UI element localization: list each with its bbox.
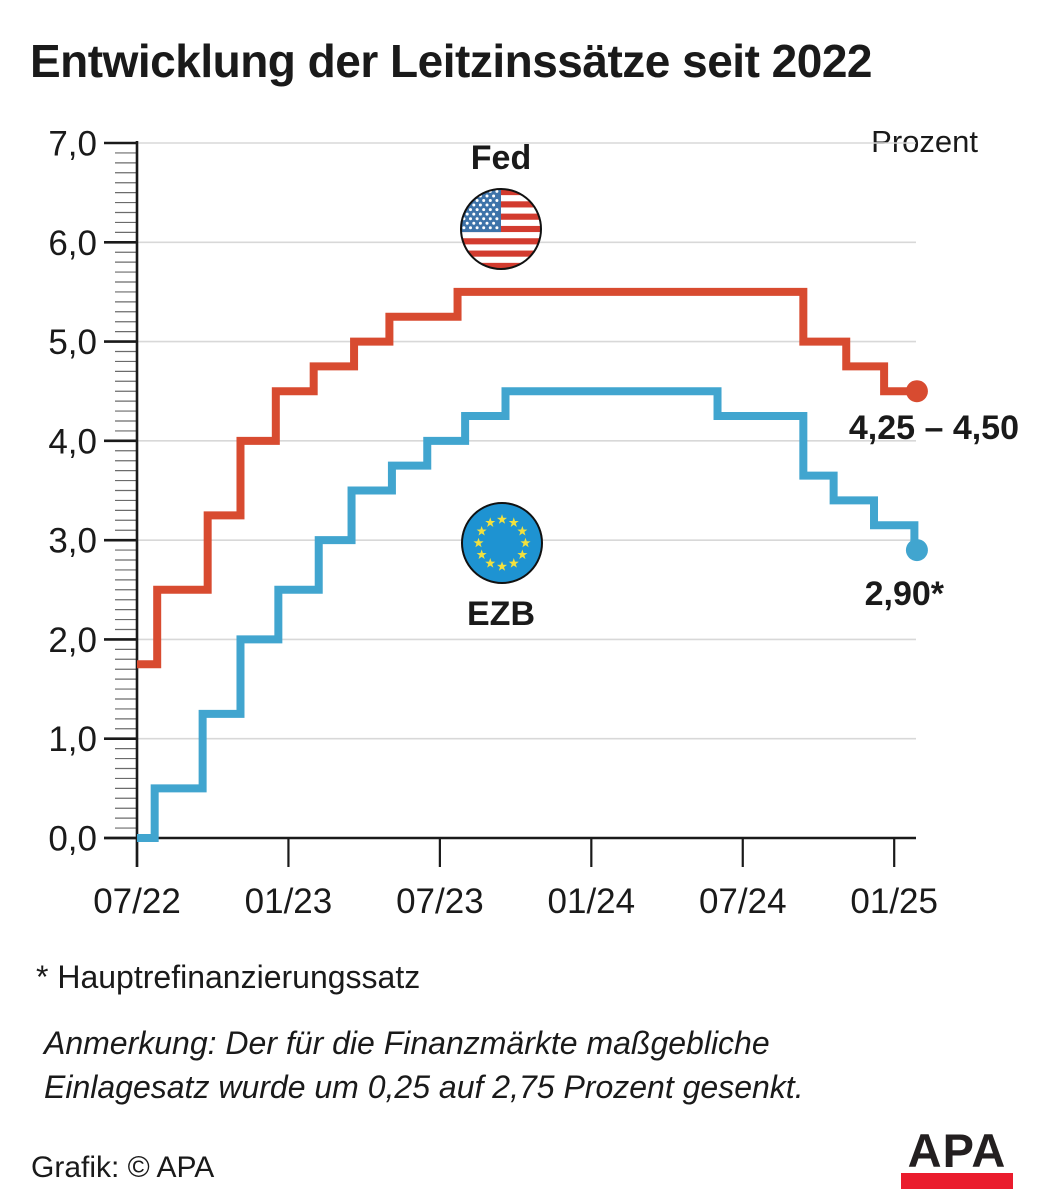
svg-text:1,0: 1,0	[48, 720, 97, 759]
ezb-rate-line	[137, 387, 919, 842]
svg-text:6,0: 6,0	[48, 224, 97, 263]
ezb-end-value-label: 2,90*	[864, 575, 944, 613]
annotation-line-1: Anmerkung: Der für die Finanzmärkte maßg…	[44, 1025, 770, 1061]
apa-logo-text: APA	[907, 1124, 1007, 1177]
svg-text:3,0: 3,0	[48, 522, 97, 561]
chart-title: Entwicklung der Leitzinssätze seit 2022	[30, 35, 873, 87]
apa-logo-red-bar	[901, 1173, 1013, 1189]
ezb-series-label: EZB	[467, 595, 535, 633]
y-axis-unit-label: Prozent	[871, 124, 978, 159]
svg-text:7,0: 7,0	[48, 125, 97, 164]
x-axis-ticks	[135, 838, 896, 867]
x-axis-tick-labels: 07/22 01/23 07/23 01/24 07/24 01/25	[93, 882, 938, 921]
footnote-text: * Hauptrefinanzierungssatz	[36, 959, 421, 995]
svg-text:01/25: 01/25	[850, 882, 938, 921]
svg-text:4,0: 4,0	[48, 422, 97, 461]
svg-text:01/24: 01/24	[548, 882, 636, 921]
ezb-end-dot	[905, 539, 928, 562]
svg-text:01/23: 01/23	[245, 882, 333, 921]
svg-text:07/24: 07/24	[699, 882, 787, 921]
fed-series-label: Fed	[470, 139, 532, 177]
axes	[104, 141, 916, 867]
eu-flag-icon	[461, 502, 543, 584]
svg-text:07/23: 07/23	[396, 882, 484, 921]
fed-end-dot	[905, 380, 928, 403]
annotation-line-2: Einlagesatz wurde um 0,25 auf 2,75 Proze…	[44, 1069, 804, 1105]
fed-rate-line	[137, 287, 917, 669]
credit-text: Grafik: © APA	[31, 1151, 215, 1184]
svg-text:5,0: 5,0	[48, 323, 97, 362]
apa-logo: APA	[900, 1124, 1014, 1189]
us-flag-icon	[460, 188, 542, 270]
svg-text:07/22: 07/22	[93, 882, 181, 921]
y-axis-tick-labels: 0,0 1,0 2,0 3,0 4,0 5,0 6,0 7,0	[48, 125, 97, 859]
svg-text:0,0: 0,0	[48, 820, 97, 859]
y-axis-minor-ticks	[115, 152, 137, 829]
fed-end-value-label: 4,25 – 4,50	[848, 409, 1019, 447]
svg-text:2,0: 2,0	[48, 621, 97, 660]
